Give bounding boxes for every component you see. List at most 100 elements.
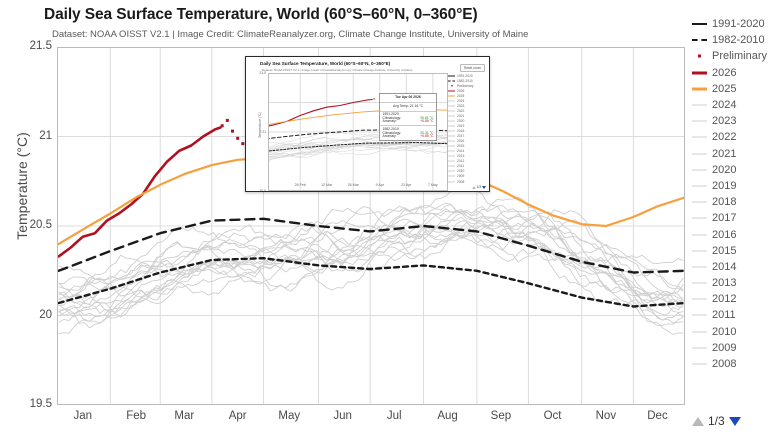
legend-item-2015[interactable]: 2015	[692, 243, 768, 259]
inset-legend-item[interactable]: 2015	[448, 144, 486, 149]
inset-legend-pager[interactable]: 1/3	[471, 185, 486, 189]
legend-item-2022[interactable]: 2022	[692, 129, 768, 145]
inset-legend-item[interactable]: 2013	[448, 154, 486, 159]
x-tick-label: Nov	[595, 410, 617, 422]
inset-legend-item[interactable]: Preliminary	[448, 83, 486, 88]
x-tick-label: Jan	[73, 410, 93, 422]
inset-legend-item[interactable]: 2024	[448, 98, 486, 103]
inset-legend-item[interactable]: 2008	[448, 179, 486, 184]
inset-legend-item[interactable]: 2011	[448, 164, 486, 169]
inset-page-down-icon[interactable]	[482, 185, 486, 189]
inset-legend-item[interactable]: 1982-2010	[448, 78, 486, 83]
inset-legend-item[interactable]: 2023	[448, 103, 486, 108]
inset-legend-swatch-icon	[448, 174, 455, 179]
inset-legend-item[interactable]: 2017	[448, 134, 486, 139]
legend-item-label: 2022	[712, 131, 737, 144]
inset-legend-item[interactable]: 2009	[448, 174, 486, 179]
plot-frame	[268, 73, 448, 191]
inset-zoom-panel[interactable]: Daily Sea Surface Temperature, World (60…	[245, 56, 490, 192]
inset-reset-zoom-button[interactable]: Reset zoom	[459, 64, 485, 72]
x-tick-label: Aug	[437, 410, 458, 422]
inset-legend-label: 2015	[457, 144, 465, 149]
legend-item-2010[interactable]: 2010	[692, 324, 768, 340]
legend-swatch-icon	[692, 326, 707, 338]
legend-item-2025[interactable]: 2025	[692, 81, 768, 97]
inset-subtitle: Dataset: NOAA OISST V2.1 | Image Credit:…	[262, 68, 413, 72]
legend-item-label: 2024	[712, 99, 737, 112]
x-tick-label: Jul	[386, 410, 402, 422]
inset-legend-item[interactable]: 2025	[448, 93, 486, 98]
plot-frame	[57, 47, 685, 405]
inset-legend-item[interactable]: 2018	[448, 129, 486, 134]
legend-item-2023[interactable]: 2023	[692, 113, 768, 129]
legend-item-1991-2020[interactable]: 1991-2020	[692, 16, 768, 32]
legend-item-2018[interactable]: 2018	[692, 194, 768, 210]
legend-swatch-icon	[692, 196, 707, 208]
inset-legend-label: 1982-2010	[457, 78, 473, 83]
legend-item-2026[interactable]: 2026	[692, 65, 768, 81]
inset-legend-label: 2013	[457, 154, 465, 159]
inset-legend-swatch-icon	[448, 118, 455, 123]
legend-pager[interactable]: 1/3	[692, 414, 741, 428]
legend-item-2019[interactable]: 2019	[692, 178, 768, 194]
inset-legend-item[interactable]: 2010	[448, 169, 486, 174]
legend-swatch-icon	[692, 34, 707, 46]
inset-legend-label: 2026	[457, 88, 465, 93]
inset-legend[interactable]: 1991-2020 1982-2010 Preliminary 2026 2025 202…	[448, 73, 486, 184]
legend-page-up-icon[interactable]	[692, 416, 704, 426]
legend-item-2012[interactable]: 2012	[692, 291, 768, 307]
inset-y-tick-label: 20.5	[259, 189, 266, 192]
legend-page-down-icon[interactable]	[728, 416, 741, 426]
chart-legend[interactable]: 1991-2020 1982-2010 Preliminary 2026 2025 202…	[692, 16, 768, 372]
inset-legend-item[interactable]: 2022	[448, 108, 486, 113]
inset-y-tick-label: 21.5	[259, 71, 266, 75]
legend-item-2008[interactable]: 2008	[692, 356, 768, 372]
y-tick-label: 19.5	[29, 398, 52, 410]
legend-item-label: 1991-2020	[712, 18, 765, 31]
inset-legend-item[interactable]: 2026	[448, 88, 486, 93]
legend-item-label: 2015	[712, 244, 737, 257]
legend-swatch-icon	[692, 358, 707, 370]
inset-legend-item[interactable]: 1991-2020	[448, 73, 486, 78]
legend-item-2014[interactable]: 2014	[692, 259, 768, 275]
legend-swatch-icon	[692, 131, 707, 143]
inset-legend-swatch-icon	[448, 129, 455, 134]
inset-legend-label: 2023	[457, 103, 465, 108]
legend-item-1982-2010[interactable]: 1982-2010	[692, 32, 768, 48]
legend-item-2013[interactable]: 2013	[692, 275, 768, 291]
inset-legend-item[interactable]: 2021	[448, 113, 486, 118]
legend-item-2009[interactable]: 2009	[692, 340, 768, 356]
legend-item-label: 2010	[712, 325, 737, 338]
legend-item-label: Preliminary	[712, 50, 768, 63]
legend-item-label: 2013	[712, 277, 737, 290]
tooltip-block-1991-2020: 1991-2020 Climatology: 20.61 °C Anomaly: +…	[380, 112, 436, 127]
inset-legend-label: 2020	[457, 118, 465, 123]
legend-item-2011[interactable]: 2011	[692, 307, 768, 323]
legend-item-2016[interactable]: 2016	[692, 226, 768, 242]
tooltip-b1-title: 1991-2020	[382, 112, 399, 117]
legend-item-2024[interactable]: 2024	[692, 97, 768, 113]
legend-item-2017[interactable]: 2017	[692, 210, 768, 226]
inset-x-tick-label: 12 Mar	[321, 183, 333, 187]
legend-item-2021[interactable]: 2021	[692, 146, 768, 162]
legend-item-label: 2012	[712, 293, 737, 306]
inset-page-up-icon[interactable]	[471, 185, 476, 189]
inset-legend-label: 2017	[457, 134, 465, 139]
inset-legend-item[interactable]: 2016	[448, 139, 486, 144]
inset-legend-item[interactable]: 2020	[448, 118, 486, 123]
x-tick-label: Sep	[490, 410, 512, 422]
inset-y-axis-label: Temperature (°C)	[258, 111, 262, 139]
inset-legend-item[interactable]: 2012	[448, 159, 486, 164]
legend-item-label: 2014	[712, 260, 737, 273]
legend-item-2020[interactable]: 2020	[692, 162, 768, 178]
legend-item-preliminary[interactable]: Preliminary	[692, 48, 768, 64]
tooltip-b1-clim-value: 20.61 °C	[420, 115, 434, 120]
inset-legend-item[interactable]: 2019	[448, 123, 486, 128]
inset-legend-label: 2012	[457, 159, 465, 164]
inset-plot-area[interactable]	[268, 73, 448, 191]
inset-legend-item[interactable]: 2014	[448, 149, 486, 154]
inset-legend-swatch-icon	[448, 73, 455, 78]
inset-legend-label: 2018	[457, 129, 465, 134]
inset-legend-label: 2014	[457, 149, 465, 154]
legend-item-label: 2020	[712, 163, 737, 176]
